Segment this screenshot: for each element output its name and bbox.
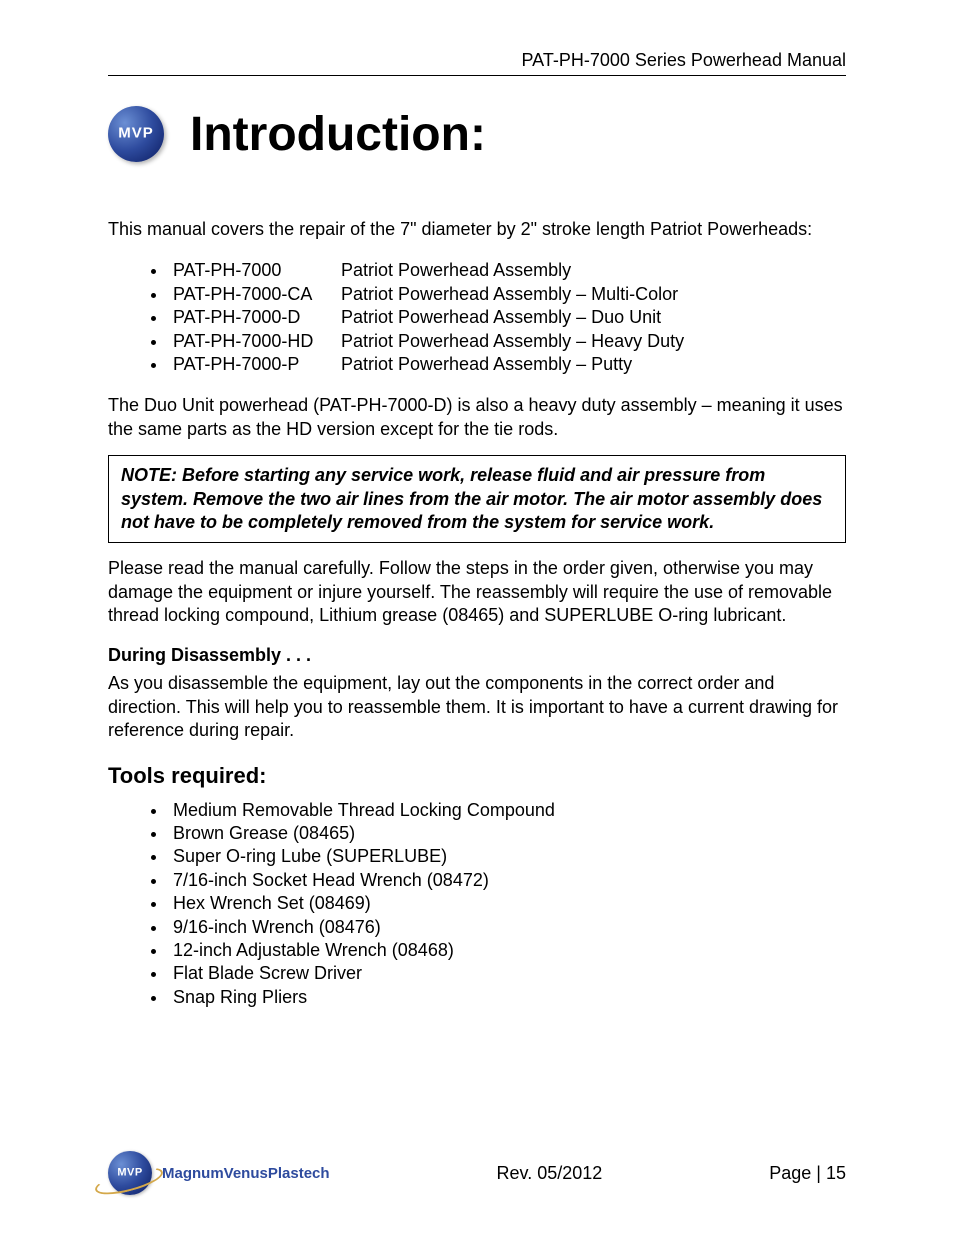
note-text: NOTE: Before starting any service work, … <box>121 464 833 534</box>
header-title: PAT-PH-7000 Series Powerhead Manual <box>521 50 846 70</box>
tools-list: Medium Removable Thread Locking Compound… <box>108 799 846 1010</box>
logo-label: MVP <box>118 125 154 142</box>
list-item: 12-inch Adjustable Wrench (08468) <box>168 939 846 962</box>
list-item: 9/16-inch Wrench (08476) <box>168 916 846 939</box>
footer-company-name: MagnumVenusPlastech <box>162 1165 330 1182</box>
list-item: PAT-PH-7000Patriot Powerhead Assembly <box>168 259 846 282</box>
model-desc: Patriot Powerhead Assembly – Putty <box>341 353 632 376</box>
page-title: Introduction: <box>190 107 486 162</box>
duo-paragraph: The Duo Unit powerhead (PAT-PH-7000-D) i… <box>108 394 846 441</box>
list-item: Medium Removable Thread Locking Compound <box>168 799 846 822</box>
list-item: PAT-PH-7000-CAPatriot Powerhead Assembly… <box>168 283 846 306</box>
model-code: PAT-PH-7000 <box>173 259 341 282</box>
list-item: 7/16-inch Socket Head Wrench (08472) <box>168 869 846 892</box>
list-item: Flat Blade Screw Driver <box>168 962 846 985</box>
page-footer: MVP MagnumVenusPlastech Rev. 05/2012 Pag… <box>108 1151 846 1195</box>
footer-logo: MVP MagnumVenusPlastech <box>108 1151 330 1195</box>
model-code: PAT-PH-7000-P <box>173 353 341 376</box>
list-item: Super O-ring Lube (SUPERLUBE) <box>168 845 846 868</box>
model-desc: Patriot Powerhead Assembly <box>341 259 571 282</box>
model-code: PAT-PH-7000-CA <box>173 283 341 306</box>
list-item: Hex Wrench Set (08469) <box>168 892 846 915</box>
disassembly-paragraph: As you disassemble the equipment, lay ou… <box>108 672 846 742</box>
model-desc: Patriot Powerhead Assembly – Heavy Duty <box>341 330 684 353</box>
model-code: PAT-PH-7000-HD <box>173 330 341 353</box>
list-item: Snap Ring Pliers <box>168 986 846 1009</box>
model-list: PAT-PH-7000Patriot Powerhead Assembly PA… <box>108 259 846 376</box>
list-item: Brown Grease (08465) <box>168 822 846 845</box>
model-code: PAT-PH-7000-D <box>173 306 341 329</box>
tools-heading: Tools required: <box>108 763 846 789</box>
disassembly-heading: During Disassembly . . . <box>108 645 846 666</box>
model-desc: Patriot Powerhead Assembly – Duo Unit <box>341 306 661 329</box>
footer-page-number: Page | 15 <box>769 1163 846 1184</box>
list-item: PAT-PH-7000-PPatriot Powerhead Assembly … <box>168 353 846 376</box>
mvp-logo-icon: MVP <box>108 106 170 162</box>
intro-paragraph: This manual covers the repair of the 7" … <box>108 218 846 241</box>
read-paragraph: Please read the manual carefully. Follow… <box>108 557 846 627</box>
model-desc: Patriot Powerhead Assembly – Multi-Color <box>341 283 678 306</box>
note-box: NOTE: Before starting any service work, … <box>108 455 846 543</box>
list-item: PAT-PH-7000-DPatriot Powerhead Assembly … <box>168 306 846 329</box>
title-row: MVP Introduction: <box>108 106 846 162</box>
list-item: PAT-PH-7000-HDPatriot Powerhead Assembly… <box>168 330 846 353</box>
page-header: PAT-PH-7000 Series Powerhead Manual <box>108 50 846 76</box>
footer-revision: Rev. 05/2012 <box>497 1163 603 1184</box>
